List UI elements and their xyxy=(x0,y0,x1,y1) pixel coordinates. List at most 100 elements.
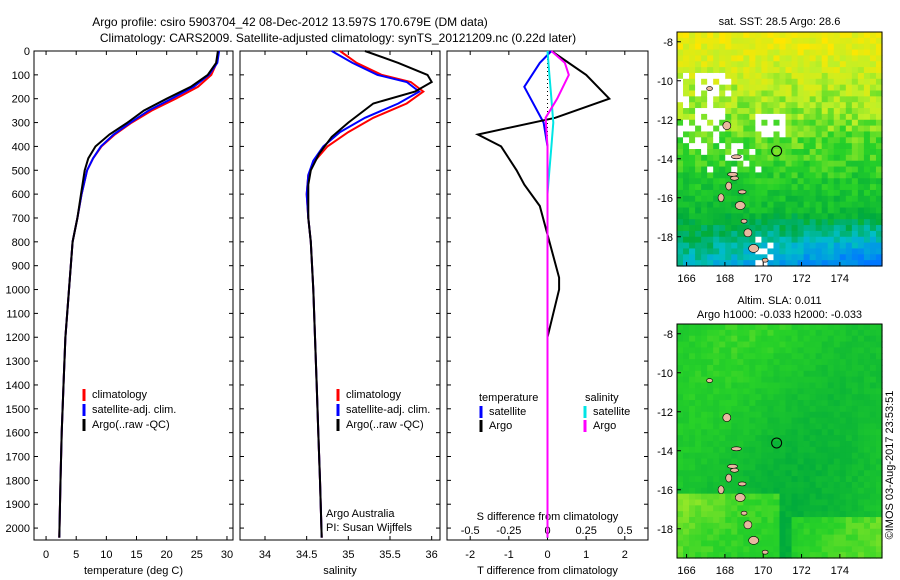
map-cell xyxy=(749,149,756,156)
map-cell xyxy=(863,166,871,173)
map-cell xyxy=(791,184,799,191)
map-cell xyxy=(731,55,738,62)
map-cell xyxy=(683,376,690,384)
depth-tick-label: 1600 xyxy=(6,428,30,440)
map-cell xyxy=(725,353,732,360)
map-cell xyxy=(737,470,744,477)
map-cell xyxy=(725,499,732,506)
map-cell xyxy=(743,470,750,477)
map-cell xyxy=(869,517,877,524)
map-cell xyxy=(731,400,738,407)
map-cell xyxy=(815,376,823,384)
map-cell xyxy=(689,178,696,185)
map-cell xyxy=(683,225,690,232)
map-cell xyxy=(737,464,744,471)
map-cell xyxy=(677,189,684,197)
map-cell xyxy=(851,341,859,348)
map-cell xyxy=(791,493,799,501)
map-cell xyxy=(821,67,829,74)
map-cell xyxy=(725,511,732,518)
map-cell xyxy=(725,113,732,121)
map-cell xyxy=(731,160,738,168)
map-cell xyxy=(785,131,793,138)
map-cell xyxy=(689,423,696,430)
map-cell xyxy=(791,394,799,401)
map-cell xyxy=(719,359,726,366)
map-cell xyxy=(869,67,877,74)
map-cell xyxy=(803,43,811,51)
map-cell xyxy=(839,335,847,343)
map-cell xyxy=(779,429,787,436)
map-cell xyxy=(869,254,877,261)
map-cell xyxy=(821,441,829,448)
map-cell xyxy=(827,236,835,244)
map-cell xyxy=(791,254,799,261)
map-cell xyxy=(773,37,781,45)
map-cell xyxy=(815,230,823,238)
map-cell xyxy=(755,335,763,343)
map-cell xyxy=(785,347,793,354)
map-cell xyxy=(773,137,781,144)
map-cell xyxy=(875,540,883,547)
map-cell xyxy=(791,172,799,179)
map-cell xyxy=(809,160,817,168)
map-cell xyxy=(827,96,835,103)
s-diff-tick-label: -0.5 xyxy=(461,525,480,537)
island-land xyxy=(737,189,747,195)
map-cell xyxy=(695,441,702,448)
map-cell xyxy=(803,108,811,115)
map-cell xyxy=(857,429,865,436)
map-cell xyxy=(749,184,756,191)
map-cell xyxy=(701,160,708,168)
map-cell xyxy=(701,364,708,372)
map-cell xyxy=(851,464,859,471)
map-cell xyxy=(809,405,817,413)
map-cell xyxy=(743,464,750,471)
map-cell xyxy=(701,435,708,442)
map-cell xyxy=(719,137,726,144)
map-cell xyxy=(731,78,738,86)
map-cell xyxy=(737,452,744,460)
map-cell xyxy=(785,499,793,506)
map-cell xyxy=(845,429,853,436)
map-cell xyxy=(695,37,702,45)
map-cell xyxy=(731,236,738,244)
map-cell xyxy=(851,37,859,45)
map-cell xyxy=(749,335,756,343)
map-cell xyxy=(845,394,853,401)
map-cell xyxy=(719,219,726,226)
map-cell xyxy=(797,476,805,483)
map-cell xyxy=(737,43,744,51)
map-cell xyxy=(863,364,871,372)
map-cell xyxy=(845,353,853,360)
map-cell xyxy=(857,411,865,419)
map-cell xyxy=(845,131,853,138)
map-cell xyxy=(863,37,871,45)
map-cell xyxy=(839,329,847,337)
map-cell xyxy=(713,78,720,86)
map-cell xyxy=(809,72,817,80)
map-cell xyxy=(707,546,714,553)
map-cell xyxy=(677,90,684,97)
map-cell xyxy=(761,429,769,436)
map-cell xyxy=(773,72,781,80)
map-cell xyxy=(809,335,817,343)
map-cell xyxy=(875,528,883,536)
map-cell xyxy=(779,359,787,366)
map-cell xyxy=(815,72,823,80)
map-cell xyxy=(749,388,756,395)
map-cell xyxy=(851,143,859,150)
map-cell xyxy=(791,511,799,518)
map-cell xyxy=(719,394,726,401)
map-cell xyxy=(761,225,769,232)
map-cell xyxy=(851,400,859,407)
map-cell xyxy=(821,172,829,179)
map-cell xyxy=(785,388,793,395)
map-cell xyxy=(791,108,799,115)
map-cell xyxy=(743,119,750,127)
map-cell xyxy=(803,90,811,97)
map-cell xyxy=(695,324,702,331)
map-cell xyxy=(827,43,835,51)
map-cell xyxy=(677,405,684,413)
map-cell xyxy=(875,84,883,92)
